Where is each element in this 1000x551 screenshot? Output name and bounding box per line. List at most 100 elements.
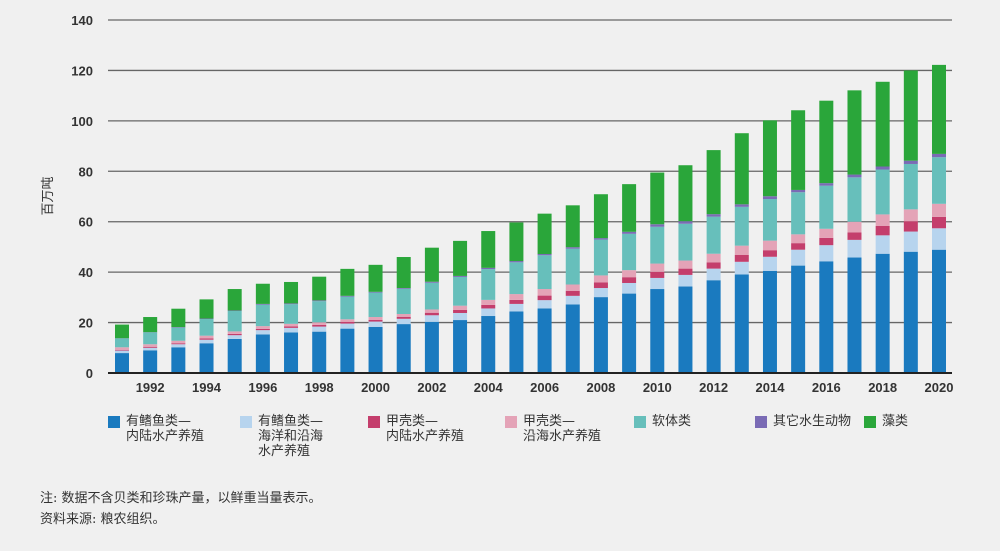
- bar-segment: [678, 221, 693, 224]
- bar-segment: [537, 300, 552, 309]
- bars: [108, 64, 952, 374]
- bar-stack-2010: [650, 172, 665, 373]
- legend-swatch: [634, 416, 646, 428]
- bar-segment: [932, 64, 946, 154]
- bar-segment: [903, 251, 918, 373]
- bar-segment: [847, 239, 862, 258]
- legend-label: 有鳍鱼类— 海洋和沿海 水产养殖: [258, 414, 324, 459]
- bar-segment: [143, 350, 158, 373]
- bar-segment: [875, 169, 890, 215]
- bar-segment: [875, 81, 890, 167]
- bar-stack-2014: [762, 120, 777, 373]
- bar-segment: [847, 221, 862, 233]
- legend-label: 软体类: [652, 414, 692, 429]
- bar-segment: [368, 264, 383, 292]
- bar-stack-2006: [537, 213, 552, 373]
- bar-stack-2012: [706, 150, 721, 373]
- bar-segment: [284, 327, 299, 333]
- bar-segment: [481, 267, 496, 270]
- bar-segment: [509, 299, 524, 304]
- bar-segment: [622, 233, 637, 271]
- bar-segment: [593, 238, 608, 240]
- bar-stack-1998: [312, 276, 327, 373]
- bar-stack-1993: [171, 308, 186, 373]
- bar-segment: [762, 240, 777, 251]
- bar-segment: [650, 263, 665, 272]
- x-tick-label: 1992: [136, 380, 165, 395]
- bar-segment: [593, 288, 608, 298]
- legend-item: 软体类: [634, 414, 691, 429]
- bar-segment: [819, 245, 834, 262]
- bar-stack-2008: [593, 194, 608, 373]
- bar-segment: [171, 308, 186, 328]
- bar-stack-2005: [509, 222, 524, 373]
- x-tick-label: 2002: [417, 380, 446, 395]
- bar-segment: [340, 328, 355, 373]
- bar-segment: [255, 303, 270, 305]
- bar-segment: [678, 165, 693, 222]
- x-tick-label: 2020: [925, 380, 954, 395]
- bar-segment: [509, 261, 524, 263]
- legend-label: 甲壳类— 沿海水产养殖: [523, 414, 602, 444]
- bar-segment: [537, 255, 552, 290]
- bar-segment: [791, 192, 806, 235]
- bar-segment: [565, 205, 580, 248]
- bar-segment: [650, 271, 665, 278]
- bar-segment: [368, 321, 383, 327]
- bar-segment: [903, 221, 918, 232]
- x-axis-ticks: 1992 1994 1996 1998 2000 2002 2004 2006 2008 2010…: [136, 380, 954, 395]
- bar-segment: [565, 248, 580, 285]
- bar-segment: [199, 338, 214, 340]
- bar-segment: [847, 174, 862, 178]
- x-tick-label: 1994: [192, 380, 222, 395]
- bar-segment: [171, 327, 186, 341]
- bar-segment: [762, 270, 777, 373]
- legend-item: 其它水生动物: [755, 414, 851, 429]
- bar-segment: [537, 213, 552, 254]
- bar-segment: [481, 308, 496, 317]
- bar-segment: [791, 189, 806, 193]
- bar-segment: [453, 275, 468, 277]
- bar-segment: [481, 304, 496, 309]
- bar-segment: [903, 231, 918, 252]
- bar-segment: [932, 153, 946, 158]
- legend-label: 有鳍鱼类— 内陆水产养殖: [126, 414, 205, 444]
- bar-segment: [143, 317, 158, 333]
- bar-segment: [481, 231, 496, 268]
- y-tick-label: 40: [79, 265, 93, 280]
- bar-segment: [875, 214, 890, 227]
- x-tick-label: 2006: [530, 380, 559, 395]
- legend-label: 藻类: [882, 414, 909, 429]
- bar-segment: [622, 231, 637, 234]
- bar-segment: [143, 332, 158, 345]
- bar-segment: [284, 303, 299, 305]
- bar-segment: [312, 322, 327, 325]
- bar-segment: [706, 253, 721, 263]
- bar-segment: [424, 247, 439, 282]
- x-tick-label: 2012: [699, 380, 728, 395]
- bar-segment: [819, 237, 834, 246]
- bar-segment: [791, 265, 806, 373]
- bar-segment: [565, 290, 580, 296]
- bar-segment: [678, 286, 693, 373]
- bar-segment: [199, 339, 214, 344]
- bar-stack-1997: [284, 281, 299, 373]
- legend-label: 其它水生动物: [773, 414, 852, 429]
- legend-item: 甲壳类— 沿海水产养殖: [505, 414, 601, 444]
- bar-segment: [875, 235, 890, 254]
- x-tick-label: 2008: [586, 380, 615, 395]
- bar-segment: [734, 261, 749, 275]
- bar-segment: [368, 326, 383, 373]
- bar-segment: [481, 316, 496, 373]
- bar-segment: [734, 133, 749, 205]
- bar-segment: [453, 320, 468, 373]
- bar-segment: [284, 281, 299, 304]
- bar-segment: [396, 288, 411, 314]
- stacked-bar-chart: 0 20 40 60 80 100 120 140 1992 1994 1996 1998 2000 2…: [41, 13, 954, 395]
- bar-stack-1995: [227, 289, 242, 373]
- bar-segment: [678, 223, 693, 261]
- y-tick-label: 20: [79, 316, 93, 331]
- y-tick-label: 140: [71, 13, 93, 28]
- legend-item: 有鳍鱼类— 海洋和沿海 水产养殖: [240, 414, 323, 459]
- bar-segment: [593, 239, 608, 276]
